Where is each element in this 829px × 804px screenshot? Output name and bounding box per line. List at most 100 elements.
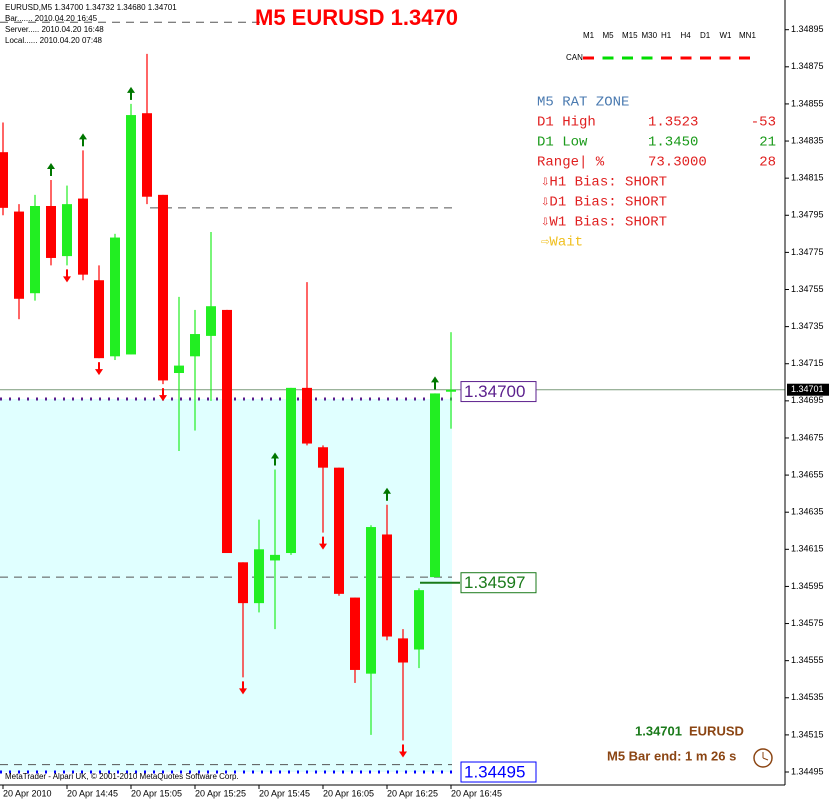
x-tick-label: 20 Apr 15:45 — [259, 788, 310, 798]
arrow-head — [79, 133, 87, 140]
candle-body — [142, 113, 152, 197]
info-line: Server..... 2010.04.20 16:48 — [5, 25, 104, 34]
y-tick-label: 1.34735 — [791, 321, 824, 331]
current-price-box — [787, 383, 829, 396]
y-tick-label: 1.34615 — [791, 544, 824, 554]
arrow-head — [319, 543, 327, 550]
candle-body — [78, 198, 88, 275]
arrow-head — [399, 751, 407, 758]
bias-line: ⇩D1 Bias: SHORT — [541, 195, 667, 211]
y-tick-label: 1.34695 — [791, 395, 824, 405]
candle-body — [94, 280, 104, 359]
y-tick-label: 1.34535 — [791, 692, 824, 702]
rat-row-label: Range| % — [537, 155, 605, 171]
price-label: 1.34495 — [464, 762, 525, 781]
candle-body — [254, 549, 264, 604]
timeframe-label: M15 — [622, 31, 638, 40]
candle-body — [430, 393, 440, 578]
up-arrow — [271, 452, 279, 466]
up-arrow — [383, 487, 391, 501]
candle-body — [414, 590, 424, 650]
y-tick-label: 1.34815 — [791, 173, 824, 183]
footer-price: 1.34701 — [635, 723, 682, 738]
arrow-head — [95, 369, 103, 376]
timeframe-label: H1 — [661, 31, 672, 40]
y-tick-label: 1.34635 — [791, 507, 824, 517]
rat-row-points: 28 — [759, 155, 776, 171]
x-tick-label: 20 Apr 15:25 — [195, 788, 246, 798]
candle-body — [366, 527, 376, 674]
rat-row-points: -53 — [751, 115, 776, 131]
candle-body — [398, 638, 408, 663]
candle-body — [190, 334, 200, 357]
x-tick-label: 20 Apr 16:05 — [323, 788, 374, 798]
y-tick-label: 1.34675 — [791, 432, 824, 442]
candle-body — [270, 554, 280, 561]
arrow-head — [431, 376, 439, 383]
up-arrow — [47, 163, 55, 177]
bias-line: ⇩H1 Bias: SHORT — [541, 175, 667, 191]
arrow-head — [159, 395, 167, 402]
bar-end: M5 Bar end: 1 m 26 s — [607, 748, 736, 763]
y-tick-label: 1.34515 — [791, 729, 824, 739]
down-arrow — [319, 536, 327, 550]
price-label-box — [460, 572, 537, 594]
candle-body — [286, 387, 296, 554]
candle-body — [110, 237, 120, 357]
y-tick-label: 1.34895 — [791, 24, 824, 34]
info-line: Bar....... 2010.04.20 16:45 — [5, 14, 98, 23]
rat-row-value: 1.3450 — [648, 135, 698, 151]
candle-body — [222, 309, 232, 554]
price-label-box — [460, 381, 537, 403]
y-tick-label: 1.34575 — [791, 618, 824, 628]
current-price-label: 1.34701 — [791, 384, 824, 394]
arrow-head — [47, 163, 55, 170]
plot-area — [0, 21, 785, 774]
y-tick-label: 1.34495 — [791, 766, 824, 776]
candle-body — [318, 447, 328, 468]
y-tick-label: 1.34795 — [791, 210, 824, 220]
candle-body — [382, 534, 392, 637]
price-label-box — [460, 761, 537, 783]
info-line: Local...... 2010.04.20 07:48 — [5, 36, 103, 45]
x-tick-label: 20 Apr 2010 — [3, 788, 52, 798]
y-tick-label: 1.34875 — [791, 61, 824, 71]
arrow-head — [127, 86, 135, 93]
bias-line: ⇩W1 Bias: SHORT — [541, 215, 667, 231]
candle-body — [14, 211, 24, 299]
price-label: 1.34700 — [464, 382, 525, 401]
candle-body — [174, 365, 184, 374]
candle-body — [238, 562, 248, 604]
signal-line: ⇨Wait — [541, 235, 583, 251]
arrow-head — [271, 452, 279, 459]
candle-body — [302, 387, 312, 444]
y-tick-label: 1.34755 — [791, 284, 824, 294]
copyright: MetaTrader - Alpari UK, © 2001-2010 Meta… — [5, 772, 239, 781]
candle-body — [158, 194, 168, 381]
rat-row-value: 73.3000 — [648, 155, 707, 171]
y-tick-label: 1.34775 — [791, 247, 824, 257]
clock-icon — [753, 748, 773, 768]
rat-row-points: 21 — [759, 135, 776, 151]
candle-body — [0, 152, 8, 208]
up-arrow — [431, 376, 439, 390]
down-arrow — [399, 744, 407, 758]
arrow-head — [63, 276, 71, 283]
can-label: CAN — [566, 53, 583, 62]
candle-body — [350, 597, 360, 670]
candle-body — [126, 115, 136, 355]
info-line: EURUSD,M5 1.34700 1.34732 1.34680 1.3470… — [5, 3, 177, 12]
arrow-head — [383, 487, 391, 494]
timeframe-label: MN1 — [739, 31, 756, 40]
up-arrow — [79, 133, 87, 147]
timeframe-label: M1 — [583, 31, 595, 40]
down-arrow — [95, 362, 103, 376]
down-arrow — [63, 269, 71, 283]
y-tick-label: 1.34855 — [791, 98, 824, 108]
y-tick-label: 1.34715 — [791, 358, 824, 368]
rat-row-label: D1 Low — [537, 135, 588, 151]
rat-zone-title: M5 RAT ZONE — [537, 95, 629, 111]
rat-row-value: 1.3523 — [648, 115, 698, 131]
price-label: 1.34597 — [464, 573, 525, 592]
